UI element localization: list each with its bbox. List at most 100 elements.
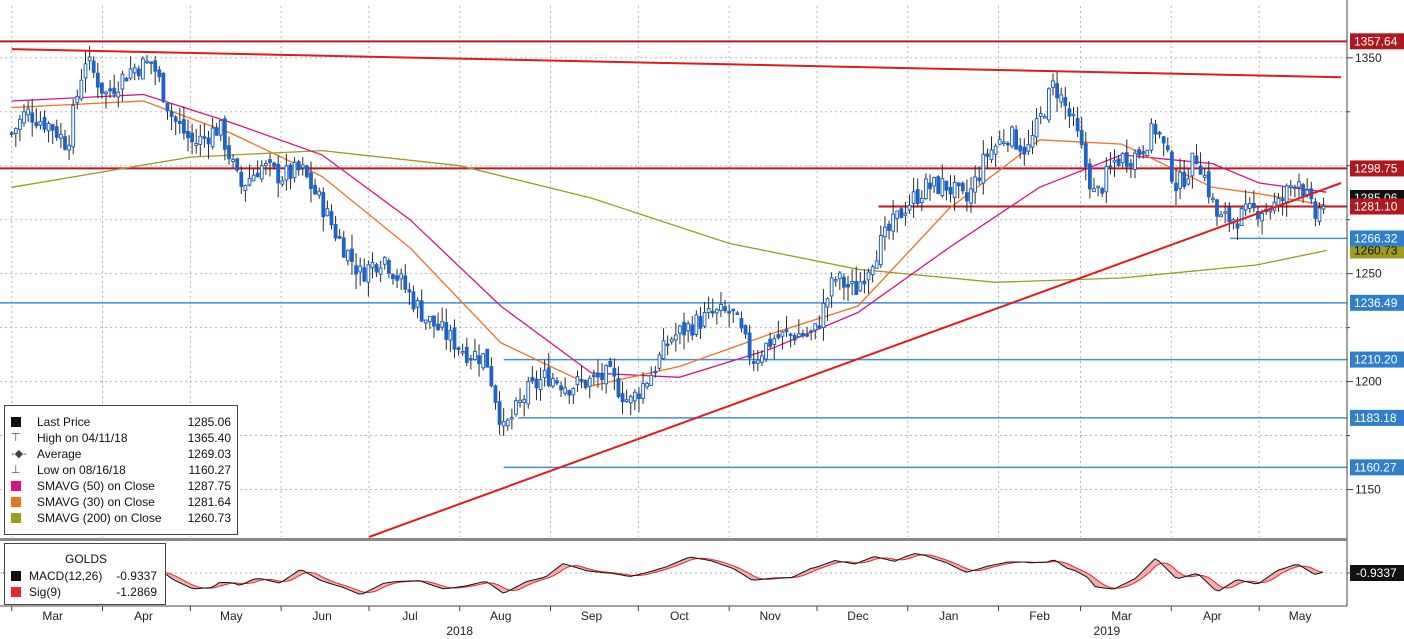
candle-body <box>112 87 117 95</box>
candle-body <box>862 280 867 285</box>
level-tag-label: 1236.49 <box>1354 296 1398 310</box>
candle-body <box>661 340 666 360</box>
candle-body <box>1141 151 1146 154</box>
candle-body <box>477 355 481 365</box>
candle-body <box>1055 83 1060 99</box>
square-icon <box>11 513 21 523</box>
candle-body <box>559 385 563 391</box>
candle-body <box>1153 123 1158 135</box>
candle-body <box>460 350 465 354</box>
candle-body <box>194 143 199 146</box>
candle-body <box>1251 202 1256 209</box>
candle-body <box>30 112 35 123</box>
candle-body <box>1165 145 1170 151</box>
candle-body <box>1288 185 1293 188</box>
candle-body <box>214 127 219 136</box>
month-label: Aug <box>490 609 511 623</box>
candle-body <box>489 366 494 387</box>
candle-body <box>116 91 121 98</box>
y-tick-label: 1250 <box>1355 267 1382 281</box>
candle-body <box>743 325 748 335</box>
candle-body <box>530 376 535 382</box>
legend-row-average: -◆- Average 1269.03 <box>11 447 231 461</box>
candle-body <box>288 164 293 179</box>
candle-body <box>1280 198 1285 202</box>
candle-body <box>411 291 416 310</box>
candle-body <box>907 205 912 211</box>
candle-body <box>997 138 1002 145</box>
candle-body <box>874 260 879 269</box>
candle-body <box>620 393 625 403</box>
candle-body <box>497 401 502 425</box>
candle-body <box>83 63 88 79</box>
candle-body <box>1149 123 1154 151</box>
y-tick-label: 1350 <box>1355 51 1382 65</box>
candle-body <box>1104 166 1109 193</box>
candle-body <box>1194 155 1199 165</box>
candle-body <box>1083 143 1088 167</box>
candle-body <box>764 342 768 360</box>
candle-body <box>108 88 113 92</box>
macd-tag-bg <box>1350 565 1404 581</box>
candle-body <box>325 208 330 217</box>
candle-body <box>837 272 842 280</box>
candle-body <box>18 118 22 130</box>
candle-body <box>493 385 498 403</box>
candle-body <box>969 188 973 204</box>
candle-body <box>464 346 469 363</box>
candle-body <box>1321 205 1326 210</box>
candle-body <box>522 399 527 403</box>
candle-body <box>887 223 891 231</box>
macd-tag-label: -0.9337 <box>1356 566 1397 580</box>
candle-body <box>809 330 814 333</box>
candle-body <box>304 165 309 178</box>
candle-body <box>571 388 576 396</box>
candle-body <box>399 273 404 280</box>
trendlines <box>11 48 1342 538</box>
candle-body <box>956 182 961 187</box>
resistance-trendline <box>11 48 1342 79</box>
candle-body <box>481 353 486 369</box>
x-axis: Mar Apr May Jun Jul Aug Sep Oct Nov Dec Jan Feb Mar A… <box>0 605 1347 638</box>
candle-body <box>1276 197 1281 206</box>
month-label: May <box>220 609 243 623</box>
candle-body <box>198 135 203 145</box>
candle-body <box>1075 117 1080 132</box>
candle-body <box>985 153 990 157</box>
candle-body <box>280 180 285 185</box>
candle-body <box>518 399 522 403</box>
candle-body <box>268 159 272 163</box>
candle-body <box>251 174 256 182</box>
candle-body <box>292 161 297 178</box>
candle-body <box>833 279 838 282</box>
candle-body <box>366 264 371 283</box>
month-label: Mar <box>42 609 63 623</box>
candle-body <box>1030 134 1035 148</box>
candle-body <box>1047 88 1051 121</box>
candle-body <box>1256 211 1260 220</box>
candle-body <box>1186 178 1191 185</box>
candle-body <box>801 332 805 337</box>
year-label: 2018 <box>446 624 473 638</box>
candle-body <box>423 319 428 324</box>
candle-body <box>79 79 84 100</box>
candle-body <box>350 248 354 263</box>
candle-body <box>1034 118 1039 138</box>
candle-body <box>1206 171 1211 198</box>
candle-body <box>42 116 47 130</box>
candle-body <box>731 308 736 312</box>
candle-body <box>75 96 80 104</box>
candle-body <box>694 314 699 336</box>
candle-body <box>1087 163 1092 190</box>
candle-body <box>1157 132 1162 135</box>
candle-body <box>1268 209 1273 213</box>
candle-body <box>1079 129 1084 146</box>
candle-body <box>678 325 682 334</box>
candle-body <box>842 276 846 288</box>
candle-body <box>1120 153 1125 164</box>
level-tag-label: 1266.32 <box>1354 231 1398 245</box>
macd-line <box>2 552 1324 595</box>
candle-body <box>776 334 781 339</box>
candle-body <box>911 191 916 204</box>
